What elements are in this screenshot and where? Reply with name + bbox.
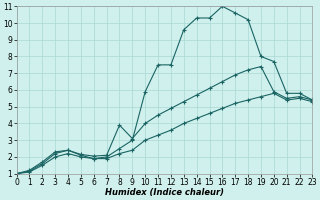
X-axis label: Humidex (Indice chaleur): Humidex (Indice chaleur)	[105, 188, 224, 197]
